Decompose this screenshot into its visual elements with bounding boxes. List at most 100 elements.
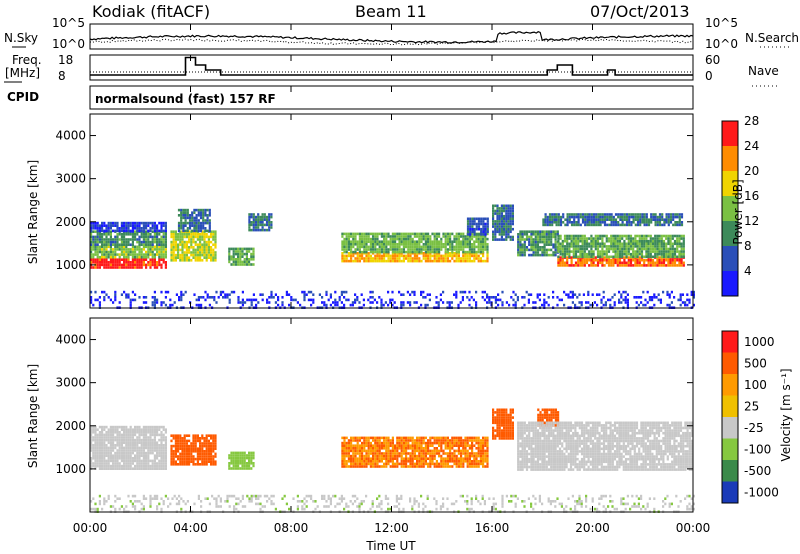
power-cell bbox=[116, 240, 119, 244]
power-cell bbox=[486, 220, 489, 223]
power-cell bbox=[583, 247, 586, 251]
power-cell bbox=[642, 303, 645, 307]
velocity-cell bbox=[138, 438, 141, 442]
power-cell bbox=[103, 243, 106, 246]
velocity-cell bbox=[367, 439, 370, 442]
velocity-cell bbox=[354, 454, 357, 458]
power-cell bbox=[628, 223, 631, 227]
velocity-cell bbox=[367, 462, 370, 466]
power-cell bbox=[667, 242, 670, 246]
power-cell bbox=[634, 250, 637, 253]
power-cell bbox=[125, 224, 128, 227]
power-cell bbox=[543, 243, 546, 246]
velocity-cell bbox=[149, 449, 152, 452]
velocity-cell bbox=[237, 462, 240, 465]
power-cell bbox=[639, 215, 642, 219]
power-cell bbox=[405, 232, 408, 236]
power-cell bbox=[290, 298, 293, 302]
power-cell bbox=[205, 243, 208, 246]
velocity-cell bbox=[123, 441, 126, 444]
power-cell bbox=[468, 257, 471, 260]
velocity-cell bbox=[194, 442, 197, 445]
power-cell bbox=[307, 290, 310, 294]
power-cell bbox=[646, 301, 649, 304]
power-cell bbox=[140, 240, 143, 244]
power-cell bbox=[505, 225, 508, 228]
power-cell bbox=[190, 259, 193, 262]
power-cell bbox=[616, 264, 619, 267]
velocity-cell bbox=[160, 462, 163, 465]
power-cell bbox=[347, 237, 350, 241]
power-cell bbox=[556, 233, 559, 236]
power-cell bbox=[601, 218, 604, 221]
power-cell bbox=[214, 259, 217, 262]
power-cell bbox=[453, 248, 456, 251]
power-cell bbox=[153, 261, 156, 264]
power-cell bbox=[116, 221, 119, 225]
velocity-cell bbox=[248, 464, 251, 468]
velocity-cell bbox=[188, 457, 191, 461]
power-cell bbox=[96, 258, 99, 261]
power-cell bbox=[369, 259, 372, 263]
velocity-cell bbox=[446, 460, 449, 463]
velocity-cell bbox=[158, 433, 161, 437]
power-cell bbox=[213, 298, 216, 302]
power-cell bbox=[602, 296, 605, 299]
power-cell bbox=[625, 215, 629, 219]
power-cell bbox=[618, 255, 622, 259]
power-cell bbox=[471, 225, 474, 228]
power-cell bbox=[127, 248, 130, 251]
power-cell bbox=[174, 233, 177, 236]
velocity-cell bbox=[131, 459, 134, 463]
velocity-cell bbox=[196, 455, 199, 458]
power-cell bbox=[647, 255, 650, 259]
power-cell bbox=[383, 240, 386, 243]
power-cell bbox=[244, 301, 247, 304]
power-cell bbox=[205, 235, 208, 239]
power-cell bbox=[523, 238, 526, 241]
power-cell bbox=[261, 215, 264, 219]
velocity-cell bbox=[136, 441, 139, 444]
velocity-cell bbox=[347, 444, 350, 447]
power-cell bbox=[634, 215, 637, 219]
power-cell bbox=[668, 296, 671, 299]
velocity-cell bbox=[405, 439, 408, 442]
power-cell bbox=[248, 258, 251, 261]
power-cell bbox=[611, 296, 614, 299]
power-cell bbox=[627, 242, 630, 246]
power-cell bbox=[422, 235, 425, 238]
power-cell bbox=[350, 235, 353, 238]
velocity-cell bbox=[118, 438, 121, 442]
power-cell bbox=[239, 255, 242, 258]
power-cell bbox=[172, 240, 175, 244]
power-cell bbox=[202, 221, 205, 225]
power-cell bbox=[96, 253, 99, 256]
power-cell bbox=[140, 263, 143, 267]
velocity-cell bbox=[151, 446, 154, 450]
power-cell bbox=[592, 215, 596, 219]
power-cell bbox=[234, 260, 237, 264]
power-cell bbox=[92, 227, 95, 230]
power-cell bbox=[237, 260, 240, 264]
velocity-cell bbox=[185, 455, 188, 458]
power-cell bbox=[590, 218, 593, 221]
power-cell bbox=[243, 263, 246, 266]
power-cell bbox=[343, 296, 346, 299]
power-cell bbox=[559, 252, 562, 256]
power-cell bbox=[228, 301, 231, 304]
power-cell bbox=[354, 240, 357, 243]
velocity-cell bbox=[131, 441, 134, 444]
power-cell bbox=[190, 240, 193, 244]
power-cell bbox=[678, 234, 681, 238]
velocity-cell bbox=[210, 444, 213, 448]
power-cell bbox=[174, 240, 177, 244]
power-cell bbox=[398, 240, 401, 243]
velocity-cell bbox=[446, 441, 449, 445]
velocity-cell bbox=[446, 462, 449, 466]
power-cell bbox=[521, 235, 524, 239]
power-cell bbox=[444, 254, 447, 258]
velocity-cell bbox=[361, 436, 364, 440]
velocity-cell bbox=[120, 441, 123, 444]
power-cell bbox=[420, 250, 423, 254]
power-cell bbox=[254, 226, 258, 229]
